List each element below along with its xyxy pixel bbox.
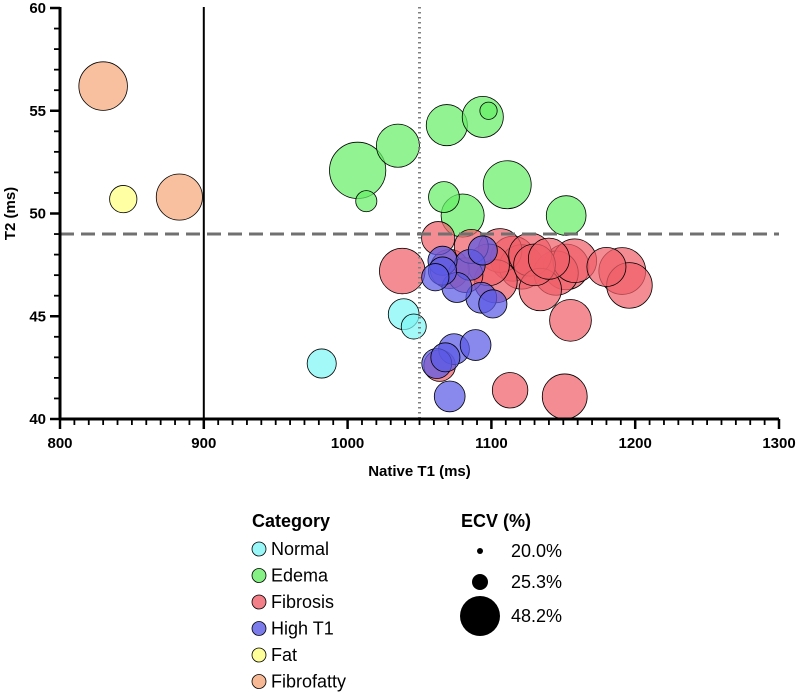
legend-swatch-fibrofatty bbox=[251, 674, 267, 689]
legend-swatch-fat bbox=[251, 647, 267, 663]
data-point-normal bbox=[306, 348, 337, 379]
x-tick-label: 900 bbox=[191, 435, 216, 452]
data-point-high-t1 bbox=[478, 289, 508, 319]
legend-size-marker bbox=[477, 548, 483, 554]
data-point-fat bbox=[109, 185, 138, 214]
x-axis-title: Native T1 (ms) bbox=[368, 463, 471, 480]
legend-size-marker bbox=[460, 596, 500, 636]
legend-swatch-fibrosis bbox=[251, 594, 267, 610]
legend-size-label: 25.3% bbox=[511, 572, 562, 592]
x-tick-label: 1000 bbox=[331, 435, 364, 452]
legend-swatch-normal bbox=[251, 541, 267, 557]
legend-size-label: 20.0% bbox=[511, 541, 562, 561]
legend-category-label: High T1 bbox=[271, 619, 334, 639]
data-point-high-t1 bbox=[421, 263, 450, 292]
data-point-fibrosis bbox=[491, 372, 529, 409]
legend-category-label: Fibrosis bbox=[271, 592, 334, 612]
y-tick-label: 50 bbox=[29, 206, 46, 223]
data-point-fibrosis bbox=[549, 299, 592, 342]
legend-swatch-high-t1 bbox=[251, 621, 267, 636]
data-point-edema bbox=[425, 104, 468, 147]
legend-category-label: Edema bbox=[271, 566, 329, 586]
data-points bbox=[78, 61, 653, 420]
y-tick-label: 45 bbox=[29, 308, 46, 325]
data-point-edema bbox=[428, 181, 460, 213]
data-point-fibrofatty bbox=[78, 61, 128, 111]
data-point-fibrosis bbox=[527, 237, 570, 280]
legend-size-label: 48.2% bbox=[511, 606, 562, 626]
reference-lines bbox=[60, 7, 779, 419]
data-point-edema bbox=[545, 195, 587, 236]
data-point-normal bbox=[400, 313, 427, 340]
data-point-fibrosis bbox=[379, 247, 426, 295]
data-point-high-t1 bbox=[467, 235, 498, 266]
data-point-edema bbox=[355, 190, 378, 213]
data-point-high-t1 bbox=[459, 329, 492, 361]
legend-size-marker bbox=[472, 574, 488, 590]
legend-category-label: Fat bbox=[271, 645, 297, 665]
data-point-edema bbox=[482, 160, 532, 210]
y-tick-label: 40 bbox=[29, 411, 46, 428]
y-tick-label: 55 bbox=[29, 103, 46, 120]
legend-size-title: ECV (%) bbox=[461, 511, 531, 531]
legend-category-label: Normal bbox=[271, 539, 329, 559]
x-tick-label: 1300 bbox=[762, 435, 795, 452]
ticks: 800 900 1000 1100 1200 1300 40 45 50 55 60 bbox=[29, 0, 795, 452]
y-axis-title: T2 (ms) bbox=[2, 187, 19, 240]
data-point-edema bbox=[375, 123, 420, 168]
y-tick-label: 60 bbox=[29, 0, 46, 17]
legend-category-label: Fibrofatty bbox=[271, 672, 346, 692]
legend: Category ECV (%) Normal Edema Fibrosis High… bbox=[251, 511, 562, 692]
legend-swatch-edema bbox=[251, 568, 267, 583]
data-point-fibrosis bbox=[541, 373, 588, 420]
data-point-high-t1 bbox=[433, 380, 466, 413]
data-point-fibrofatty bbox=[155, 173, 203, 221]
x-tick-label: 1100 bbox=[475, 435, 508, 452]
x-tick-label: 800 bbox=[47, 435, 72, 452]
data-point-edema bbox=[479, 101, 498, 120]
legend-category-title: Category bbox=[252, 511, 330, 531]
data-point-fibrosis bbox=[586, 246, 627, 287]
data-point-high-t1 bbox=[430, 342, 461, 373]
x-tick-label: 1200 bbox=[619, 435, 652, 452]
